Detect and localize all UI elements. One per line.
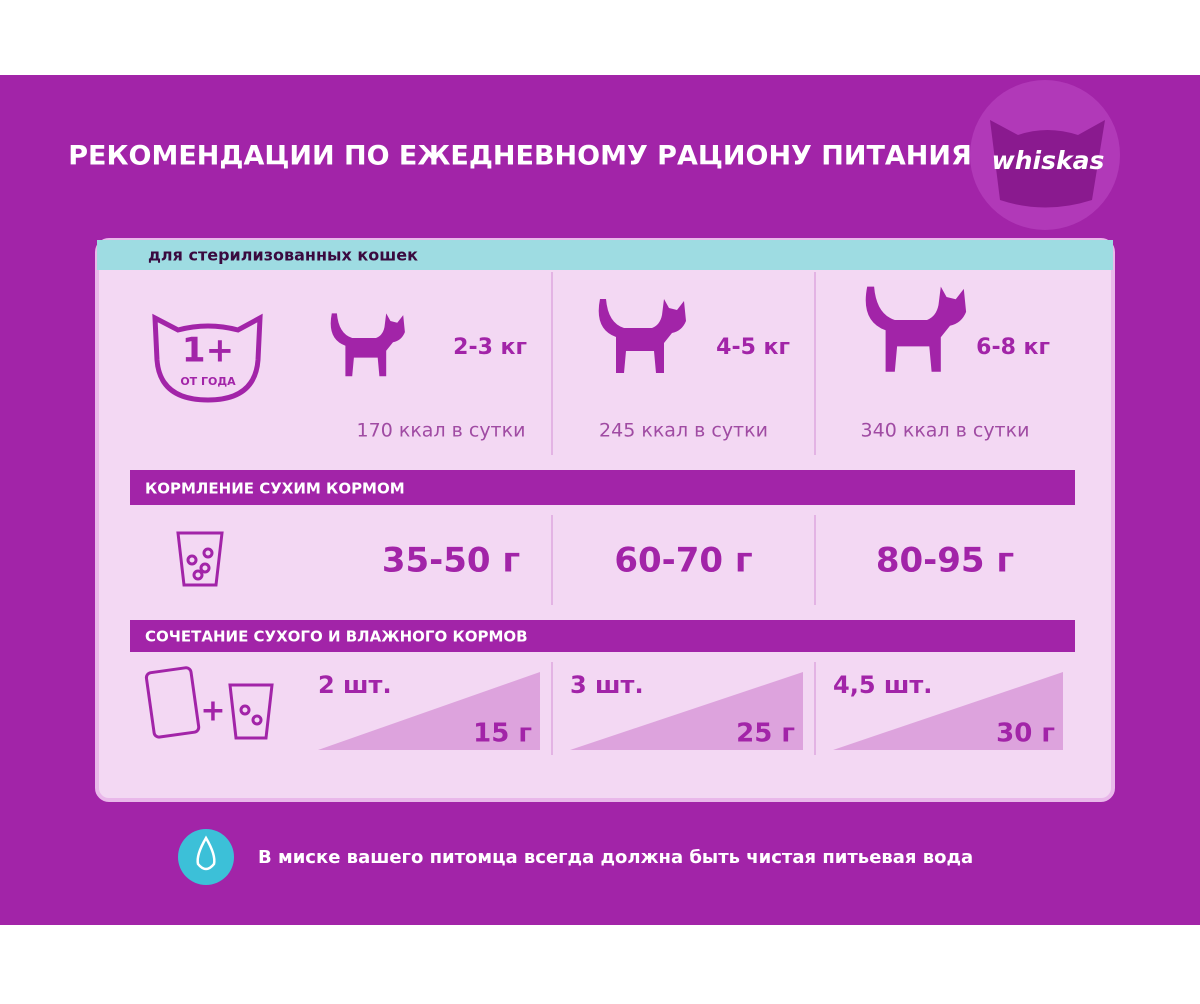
dry-amount: 80-95 г bbox=[876, 541, 1014, 581]
combo-title: СОЧЕТАНИЕ СУХОГО И ВЛАЖНОГО КОРМОВ bbox=[145, 628, 528, 646]
age-note: ОТ ГОДА bbox=[180, 375, 236, 388]
cup-icon bbox=[176, 531, 224, 587]
tag: для стерилизованных кошек bbox=[148, 246, 418, 265]
combo-bar bbox=[130, 620, 1075, 652]
dry-grams: 30 г bbox=[996, 719, 1055, 749]
age-badge bbox=[152, 313, 263, 403]
kcal: 340 ккал в сутки bbox=[861, 420, 1030, 442]
dry-amount: 60-70 г bbox=[614, 541, 752, 581]
weight: 6-8 кг bbox=[976, 335, 1050, 360]
water-drop bbox=[196, 835, 216, 871]
pouch-count: 3 шт. bbox=[570, 671, 644, 699]
logo-head bbox=[990, 120, 1105, 208]
tag-bar bbox=[97, 240, 1113, 270]
title: РЕКОМЕНДАЦИИ ПО ЕЖЕДНЕВНОМУ РАЦИОНУ ПИТА… bbox=[68, 141, 972, 172]
pouch-count: 2 шт. bbox=[318, 671, 392, 699]
combo-icon bbox=[144, 666, 274, 740]
pouch-count: 4,5 шт. bbox=[833, 671, 932, 699]
weight: 2-3 кг bbox=[453, 335, 527, 360]
dry-bar bbox=[130, 470, 1075, 505]
amount-wedge bbox=[833, 672, 1063, 750]
water-icon bbox=[178, 829, 234, 885]
age: 1+ bbox=[182, 331, 234, 371]
dry-title: КОРМЛЕНИЕ СУХИМ КОРМОМ bbox=[145, 480, 405, 498]
amount-wedge bbox=[570, 672, 803, 750]
weight: 4-5 кг bbox=[716, 335, 790, 360]
dry-grams: 15 г bbox=[473, 719, 532, 749]
footer-note: В миске вашего питомца всегда должна быт… bbox=[258, 847, 973, 868]
kcal: 170 ккал в сутки bbox=[357, 420, 526, 442]
kcal: 245 ккал в сутки bbox=[599, 420, 768, 442]
plus: + bbox=[200, 694, 225, 729]
dry-amount: 35-50 г bbox=[382, 541, 520, 581]
logo: whiskas bbox=[992, 146, 1105, 175]
amount-wedge bbox=[318, 672, 540, 750]
dry-grams: 25 г bbox=[736, 719, 795, 749]
